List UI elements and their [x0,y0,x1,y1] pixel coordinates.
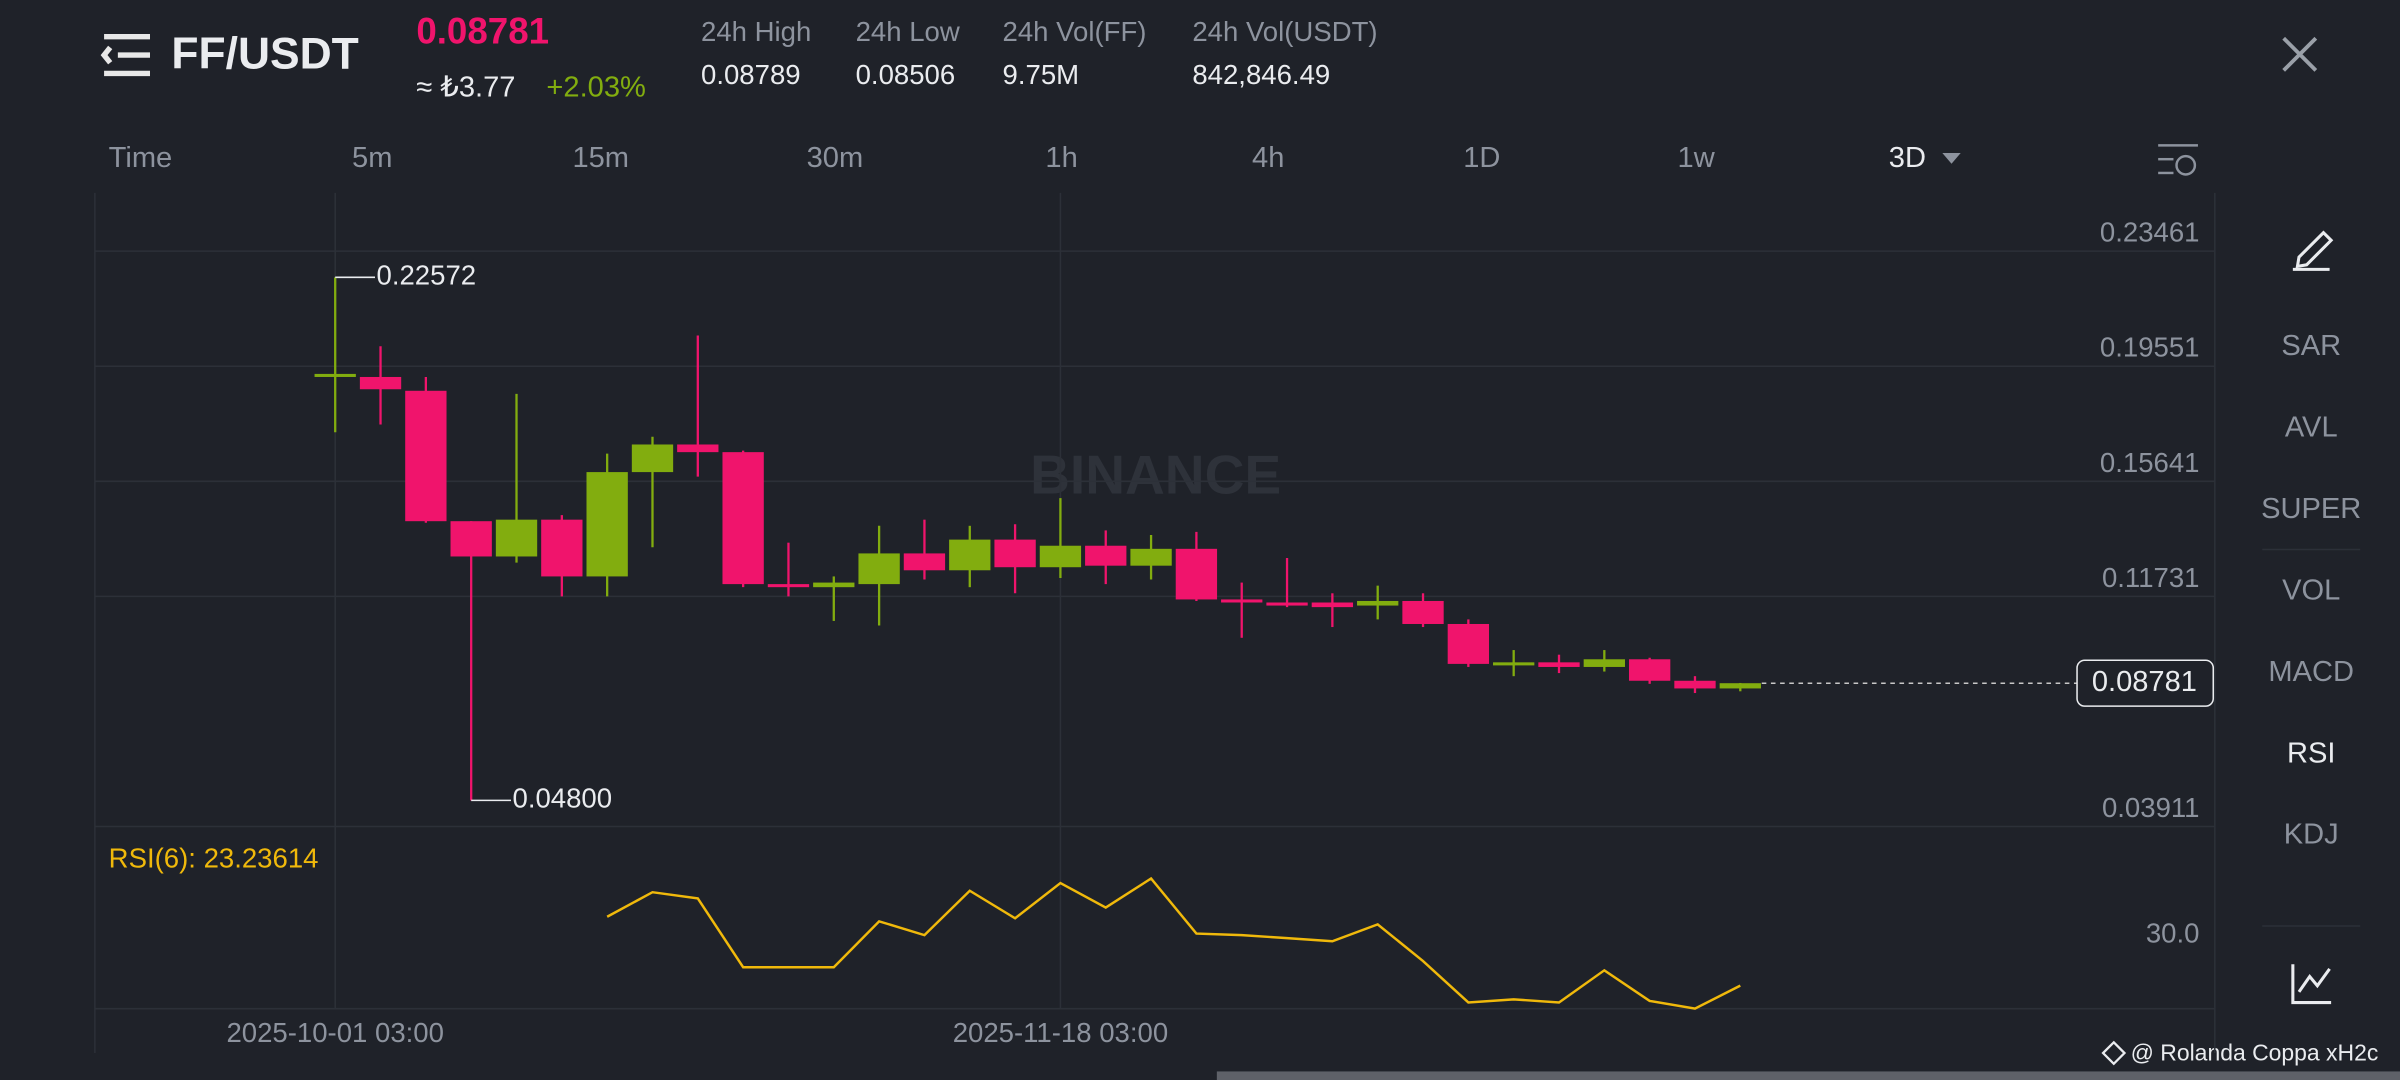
pencil [2295,230,2334,269]
candle-body [586,472,628,577]
interval-tab[interactable]: 1D [1463,142,1500,174]
candle-body [813,582,855,588]
indicator-tab[interactable]: VOL [2282,574,2340,606]
candle-body [1583,659,1625,667]
watermark: BINANCE [1030,444,1281,506]
candle-body [903,553,946,571]
candle-body [1538,662,1580,667]
candle-body [858,553,900,585]
candle-body [1039,545,1082,568]
stat-label: 24h Vol(FF) [1003,16,1147,47]
candle-body [405,390,447,522]
chart-icon[interactable] [2291,964,2332,1005]
fiat-price: ≈ ₺3.77 [416,71,515,103]
price-box [2076,659,2215,707]
scrollbar[interactable] [1216,1071,2400,1080]
stat-label: 24h Low [856,16,960,47]
interval-tab[interactable]: 5m [352,142,392,174]
close-stroke [2282,36,2318,72]
credit-icon [2101,1040,2127,1066]
candle-body [722,452,764,585]
x-tick-label: 2025-10-01 03:00 [226,1017,444,1048]
close-button[interactable] [2282,36,2318,72]
candle-body [1221,599,1263,603]
candle-body [359,376,402,390]
rsi-tick-label: 30.0 [2146,917,2200,948]
indicator-tab[interactable]: MACD [2268,656,2354,688]
stat-value: 9.75M [1003,59,1080,90]
candle-body [495,519,538,557]
candle-body [1719,683,1761,689]
stat-label: 24h High [701,16,811,47]
candle-body [677,444,719,453]
indicator-tab[interactable]: AVL [2285,412,2338,444]
credit: @ Rolanda Coppa xH2c [2131,1040,2379,1066]
menu-icon[interactable] [100,34,150,77]
candle-body [1357,600,1399,606]
change: +2.03% [546,71,645,103]
stat-value: 0.08789 [701,59,801,90]
candle-body [1493,662,1535,666]
interval-tab[interactable]: 3D [1889,142,1926,174]
y-tick-label: 0.19551 [2100,332,2200,363]
y-tick-label: 0.03911 [2102,792,2200,823]
interval-tab[interactable]: 1h [1045,142,1077,174]
indicator-tab[interactable]: KDJ [2284,819,2339,851]
candle-body [541,519,583,577]
indicator-tab[interactable]: SAR [2281,330,2341,362]
interval-tab[interactable]: 30m [807,142,864,174]
menu-arrow [100,45,113,65]
candle-body [1311,602,1354,608]
price: 0.08781 [416,10,549,51]
candle-body [949,539,991,571]
rsi-line [606,876,1741,1010]
high-label: 0.22572 [377,260,477,291]
candle-body [1628,659,1671,681]
rsi-label: RSI(6): 23.23614 [109,842,319,873]
y-tick-label: 0.15641 [2100,447,2200,478]
stat-value: 842,846.49 [1192,59,1330,90]
low-label: 0.04800 [513,783,613,814]
chart-line [2297,967,2331,993]
interval-tab[interactable]: 4h [1252,142,1284,174]
draw-icon[interactable] [2292,230,2334,271]
icon-circle [2175,154,2197,176]
candle-body [1402,600,1444,624]
candle-body [450,521,492,557]
candle-body [1266,602,1308,606]
y-tick-label: 0.23461 [2100,217,2200,248]
candle-body [631,444,674,473]
pair[interactable]: FF/USDT [171,29,358,78]
settings-icon[interactable] [2158,144,2198,176]
stat-value: 0.08506 [856,59,956,90]
interval-tab[interactable]: Time [109,142,173,174]
dropdown-arrow [1942,153,1961,164]
candle-body [1130,548,1172,566]
candle-body [314,373,356,377]
candle-body [1674,680,1716,689]
interval-tab[interactable]: 1w [1678,142,1716,174]
candle-body [1085,545,1127,566]
x-tick-label: 2025-11-18 03:00 [953,1017,1168,1048]
indicator-tab[interactable]: RSI [2287,737,2335,769]
candle-body [1175,548,1218,600]
candle-body [767,584,810,588]
candle-body [994,539,1036,568]
price-box-label: 0.08781 [2092,666,2197,698]
stat-label: 24h Vol(USDT) [1192,16,1377,47]
y-tick-label: 0.11731 [2102,562,2200,593]
candle-body [1447,623,1490,664]
interval-tab[interactable]: 15m [572,142,629,174]
indicator-tab[interactable]: SUPER [2261,493,2361,525]
chart-axes [2291,964,2332,1005]
